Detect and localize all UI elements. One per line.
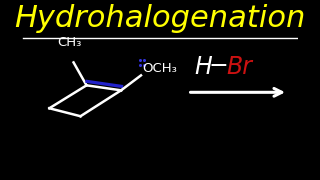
Text: OCH₃: OCH₃ [143,62,178,75]
Text: H: H [194,55,212,79]
Text: −: − [209,54,229,78]
Text: Hydrohalogenation: Hydrohalogenation [14,4,306,33]
Text: Br: Br [227,55,252,79]
Text: CH₃: CH₃ [57,37,81,50]
